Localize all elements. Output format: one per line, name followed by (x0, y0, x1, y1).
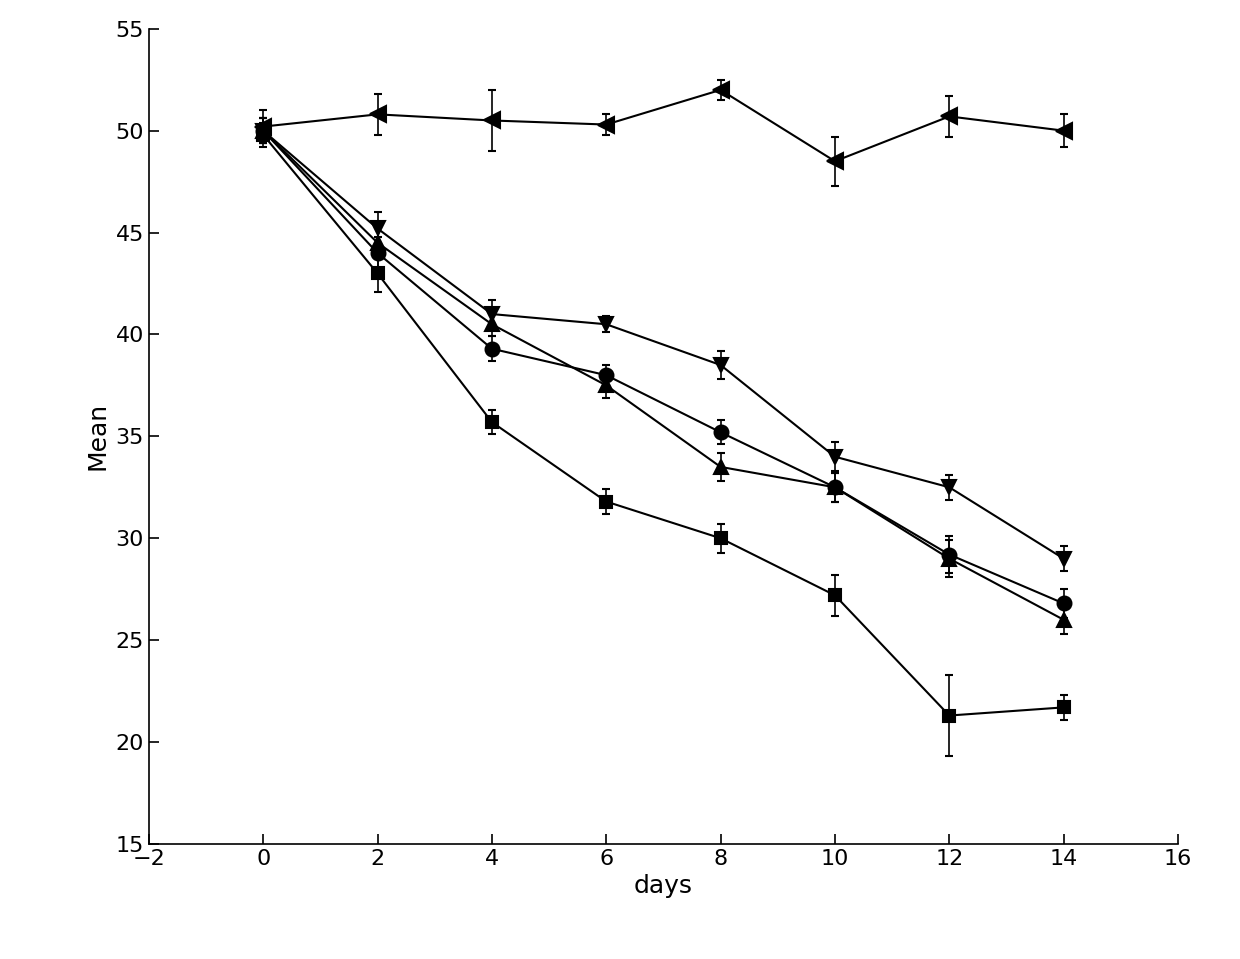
X-axis label: days: days (634, 875, 693, 899)
Y-axis label: Mean: Mean (86, 402, 110, 471)
